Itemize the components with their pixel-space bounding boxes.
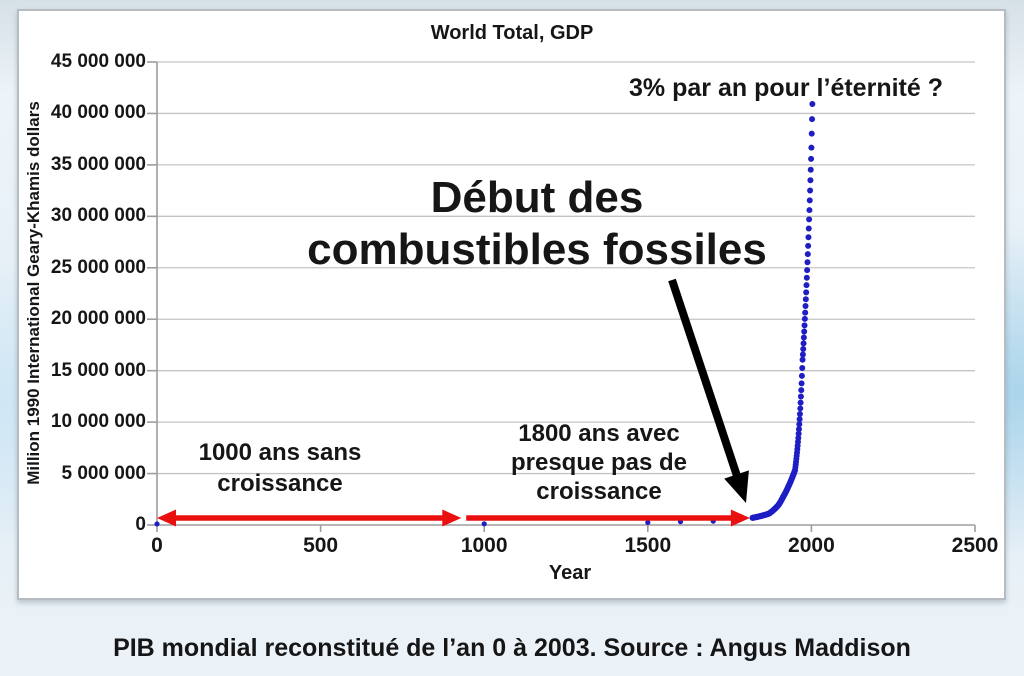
y-tick-label: 25 000 000 xyxy=(50,256,146,278)
axes xyxy=(147,61,976,532)
annotation-1000-years-no-growth: 1000 ans sans croissance xyxy=(198,439,362,497)
chart-panel xyxy=(17,9,1006,600)
slide-caption: PIB mondial reconstitué de l’an 0 à 2003… xyxy=(113,634,911,662)
fossil-fuels-pointer-arrow xyxy=(668,278,749,503)
y-tick-label: 15 000 000 xyxy=(50,359,146,381)
annotation-3-percent-forever: 3% par an pour l’éternité ? xyxy=(629,74,943,102)
x-tick-label: 0 xyxy=(151,534,163,557)
annotation-fossil-fuels-start: Début des combustibles fossiles xyxy=(307,173,767,274)
annotation-1800-years-little-growth: 1800 ans avec presque pas de croissance xyxy=(510,420,688,505)
chart-title: World Total, GDP xyxy=(430,22,594,44)
y-tick-label: 45 000 000 xyxy=(50,51,146,72)
gdp-scatter-series xyxy=(154,101,816,527)
gridlines xyxy=(157,61,975,475)
x-tick-label: 1500 xyxy=(624,534,672,557)
x-axis-title: Year xyxy=(548,562,592,584)
x-tick-label: 2000 xyxy=(788,534,835,557)
x-tick-label: 2500 xyxy=(951,534,999,557)
y-tick-label: 40 000 000 xyxy=(50,102,146,124)
y-tick-label: 20 000 000 xyxy=(50,308,146,330)
y-tick-label: 0 xyxy=(135,514,146,535)
x-tick-label: 1000 xyxy=(460,534,508,557)
red-timeline-arrows xyxy=(157,509,750,527)
y-tick-label: 10 000 000 xyxy=(50,411,146,433)
y-tick-label: 30 000 000 xyxy=(50,205,146,227)
y-tick-label: 35 000 000 xyxy=(50,153,146,175)
y-tick-label: 5 000 000 xyxy=(61,462,146,484)
x-tick-label: 500 xyxy=(303,534,339,557)
